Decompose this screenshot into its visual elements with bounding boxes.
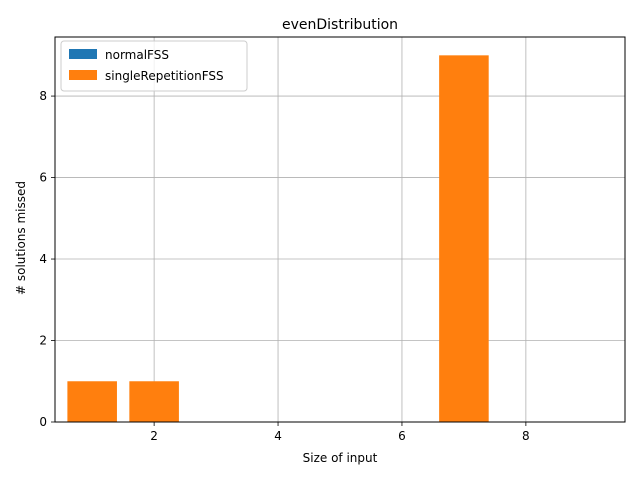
legend: normalFSS singleRepetitionFSS [60,40,248,92]
chart-title: evenDistribution [282,17,398,33]
y-tick-label: 2 [39,334,47,348]
legend-label-singlerepetitionfss: singleRepetitionFSS [105,69,224,83]
ticks: 2 4 6 8 0 2 4 6 8 [39,89,529,443]
bar-singlerepetitionfss-1 [67,381,117,422]
bar-singlerepetitionfss-7 [439,55,489,422]
x-tick-label: 8 [522,429,530,443]
y-axis-label: # solutions missed [14,181,28,295]
legend-swatch-normalfss [69,49,97,59]
plot-frame [54,36,626,423]
legend-frame [60,40,248,92]
y-tick-label: 4 [39,252,47,266]
x-tick-label: 6 [398,429,406,443]
y-tick-label: 6 [39,171,47,185]
y-tick-label: 0 [39,415,47,429]
y-tick-label: 8 [39,89,47,103]
x-tick-label: 4 [274,429,282,443]
axes [54,36,626,423]
x-axis-label: Size of input [303,451,378,465]
bars [67,55,489,422]
legend-label-normalfss: normalFSS [105,48,169,62]
x-tick-label: 2 [150,429,158,443]
legend-swatch-singlerepetitionfss [69,70,97,80]
grid [55,37,625,423]
bar-singlerepetitionfss-2 [129,381,179,422]
